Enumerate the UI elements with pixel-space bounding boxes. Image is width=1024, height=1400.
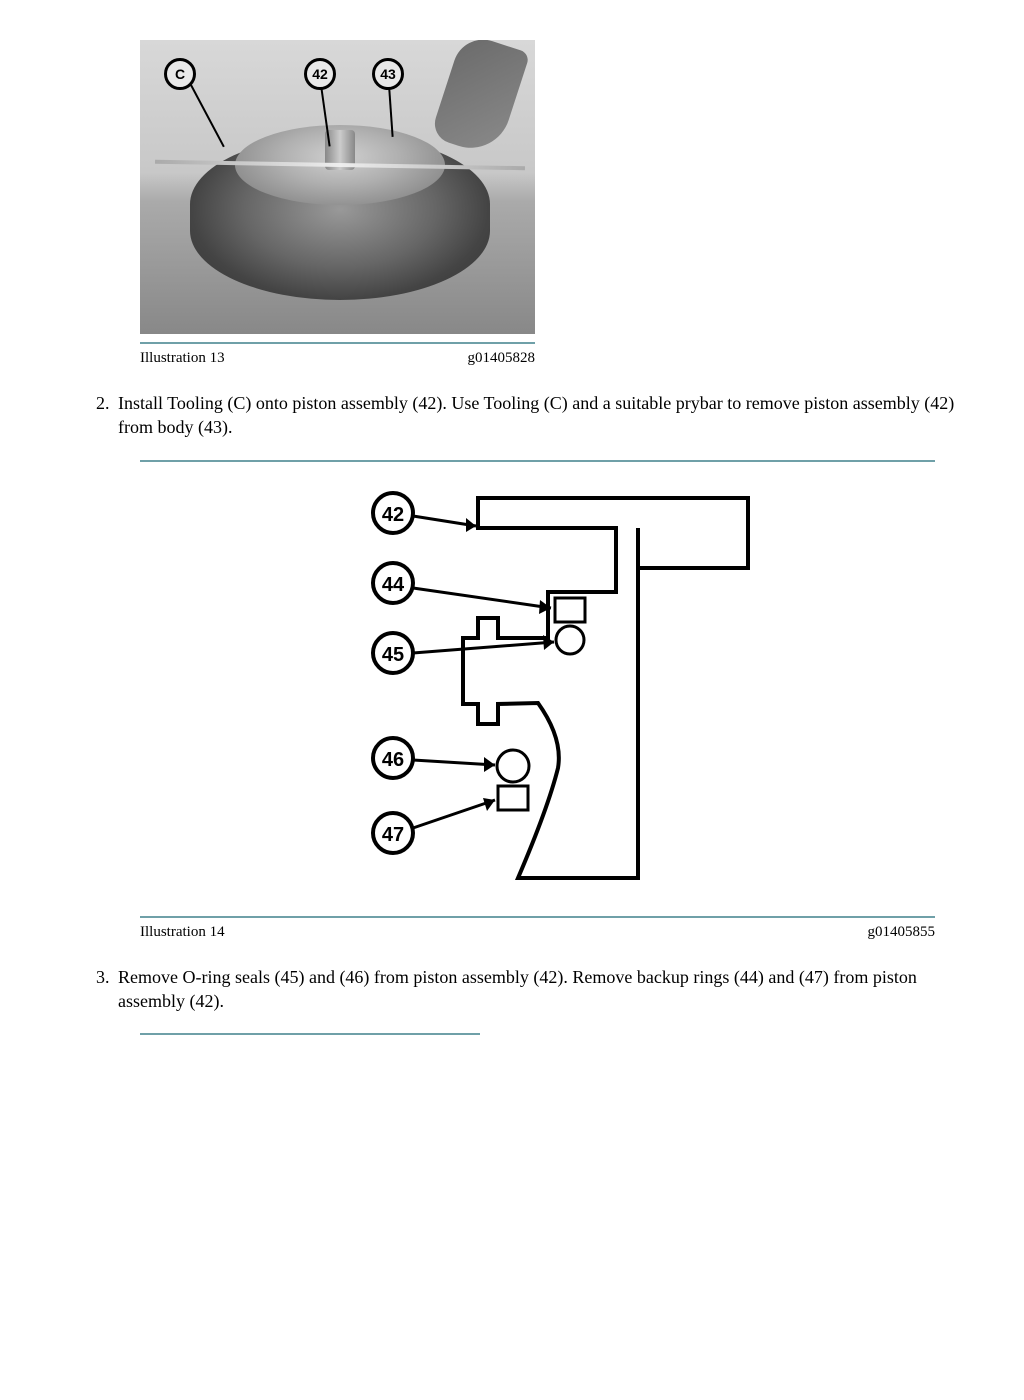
callout-42: 42 bbox=[304, 58, 336, 90]
arm bbox=[430, 40, 531, 158]
piston-cross-section-svg: 42 44 45 46 bbox=[308, 468, 768, 908]
illustration-code: g01405855 bbox=[868, 924, 936, 941]
illustration-14-caption: Illustration 14 g01405855 bbox=[140, 924, 935, 941]
illustration-code: g01405828 bbox=[468, 350, 536, 367]
divider bbox=[140, 342, 535, 344]
ring-44 bbox=[555, 598, 585, 622]
illustration-14-block: 42 44 45 46 bbox=[140, 460, 964, 941]
step-2: Install Tooling (C) onto piston assembly… bbox=[114, 391, 964, 440]
divider bbox=[140, 460, 935, 462]
trailing-block bbox=[140, 1033, 964, 1035]
callout-43: 43 bbox=[372, 58, 404, 90]
divider bbox=[140, 916, 935, 918]
oring-46 bbox=[497, 750, 529, 782]
callout-42-text: 42 bbox=[381, 504, 403, 526]
ring-47 bbox=[498, 786, 528, 810]
leader-line bbox=[190, 85, 225, 148]
divider bbox=[140, 1033, 480, 1035]
callout-45-text: 45 bbox=[381, 644, 403, 666]
callout-46-text: 46 bbox=[381, 749, 403, 771]
illustration-label: Illustration 13 bbox=[140, 350, 225, 367]
callout-47-text: 47 bbox=[381, 824, 403, 846]
illustration-13-block: C 42 43 Illustration 13 g01405828 bbox=[140, 40, 964, 367]
callout-c: C bbox=[164, 58, 196, 90]
callout-42-g: 42 bbox=[373, 493, 476, 533]
illustration-14-diagram: 42 44 45 46 bbox=[140, 468, 935, 908]
oring-45 bbox=[556, 626, 584, 654]
step-3: Remove O-ring seals (45) and (46) from p… bbox=[114, 965, 964, 1014]
illustration-13-image: C 42 43 bbox=[140, 40, 535, 334]
body-outline bbox=[463, 498, 748, 878]
illustration-label: Illustration 14 bbox=[140, 924, 225, 941]
callout-44-g: 44 bbox=[373, 563, 551, 614]
callout-46-g: 46 bbox=[373, 738, 495, 778]
callout-47-g: 47 bbox=[373, 798, 495, 853]
callout-44-text: 44 bbox=[381, 574, 404, 596]
step-list: Remove O-ring seals (45) and (46) from p… bbox=[60, 965, 964, 1014]
step-list: Install Tooling (C) onto piston assembly… bbox=[60, 391, 964, 440]
illustration-13-caption: Illustration 13 g01405828 bbox=[140, 350, 535, 367]
